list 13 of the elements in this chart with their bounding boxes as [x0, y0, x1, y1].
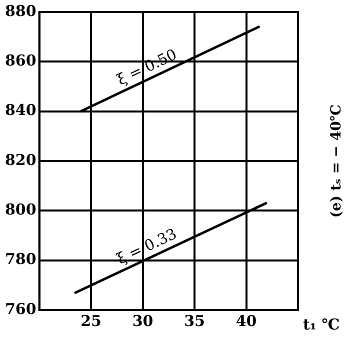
y-tick-label: 800 — [5, 200, 36, 219]
x-tick-label: 40 — [236, 312, 257, 330]
y-tick-label: 820 — [5, 150, 36, 169]
x-tick-label: 30 — [132, 312, 154, 330]
y-tick-label: 780 — [5, 250, 36, 268]
y-tick-label: 840 — [5, 101, 36, 120]
y-tick-label: 880 — [5, 2, 36, 20]
x-tick-label: 35 — [184, 312, 205, 330]
x-axis-title: t₁ ℃ — [303, 315, 340, 334]
y-tick-label: 860 — [5, 52, 36, 70]
text: (e) tₛ = − 40℃ — [328, 104, 345, 218]
x-tick-label: 25 — [80, 312, 102, 330]
y-tick-label: 760 — [5, 300, 36, 318]
